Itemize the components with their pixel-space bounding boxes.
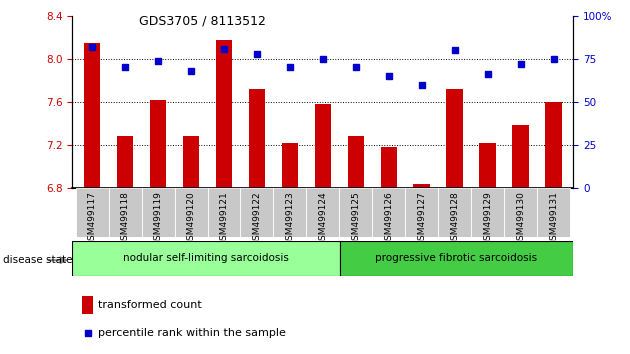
Bar bbox=[84, 43, 100, 188]
Bar bbox=[314, 104, 331, 188]
Bar bbox=[150, 99, 166, 188]
Text: GSM499117: GSM499117 bbox=[88, 192, 97, 246]
Text: GSM499128: GSM499128 bbox=[450, 192, 459, 246]
Bar bbox=[207, 188, 241, 237]
Text: GSM499123: GSM499123 bbox=[285, 192, 294, 246]
Bar bbox=[249, 89, 265, 188]
Bar bbox=[306, 188, 340, 237]
Bar bbox=[405, 188, 438, 237]
Text: GSM499119: GSM499119 bbox=[154, 192, 163, 246]
Text: GSM499129: GSM499129 bbox=[483, 192, 492, 246]
Bar bbox=[72, 241, 340, 276]
Text: GSM499127: GSM499127 bbox=[417, 192, 427, 246]
Bar bbox=[504, 188, 537, 237]
Bar bbox=[537, 188, 570, 237]
Text: progressive fibrotic sarcoidosis: progressive fibrotic sarcoidosis bbox=[375, 253, 537, 263]
Text: percentile rank within the sample: percentile rank within the sample bbox=[98, 328, 287, 338]
Text: GSM499130: GSM499130 bbox=[516, 192, 525, 246]
Bar bbox=[183, 136, 199, 188]
Text: GSM499121: GSM499121 bbox=[219, 192, 229, 246]
Bar bbox=[282, 143, 298, 188]
Bar bbox=[241, 188, 273, 237]
Text: disease state: disease state bbox=[3, 255, 72, 265]
Bar bbox=[471, 188, 504, 237]
Text: GSM499124: GSM499124 bbox=[318, 192, 328, 246]
Text: GSM499118: GSM499118 bbox=[121, 192, 130, 246]
Bar bbox=[273, 188, 306, 237]
Bar bbox=[546, 102, 562, 188]
Bar bbox=[348, 136, 364, 188]
Text: GSM499131: GSM499131 bbox=[549, 192, 558, 246]
Bar bbox=[340, 188, 372, 237]
Bar bbox=[76, 188, 109, 237]
Bar bbox=[447, 89, 463, 188]
Text: GSM499126: GSM499126 bbox=[384, 192, 393, 246]
Bar bbox=[479, 143, 496, 188]
Text: GSM499120: GSM499120 bbox=[186, 192, 195, 246]
Bar bbox=[142, 188, 175, 237]
Text: transformed count: transformed count bbox=[98, 299, 202, 310]
Text: GSM499122: GSM499122 bbox=[253, 192, 261, 246]
Bar bbox=[340, 241, 573, 276]
Bar bbox=[372, 188, 405, 237]
Bar bbox=[413, 184, 430, 188]
Bar bbox=[117, 136, 134, 188]
Bar bbox=[512, 125, 529, 188]
Text: GDS3705 / 8113512: GDS3705 / 8113512 bbox=[139, 14, 265, 27]
Bar bbox=[175, 188, 207, 237]
Bar bbox=[83, 296, 93, 314]
Bar bbox=[438, 188, 471, 237]
Bar bbox=[381, 147, 397, 188]
Bar bbox=[216, 40, 232, 188]
Text: nodular self-limiting sarcoidosis: nodular self-limiting sarcoidosis bbox=[123, 253, 289, 263]
Bar bbox=[109, 188, 142, 237]
Text: GSM499125: GSM499125 bbox=[352, 192, 360, 246]
